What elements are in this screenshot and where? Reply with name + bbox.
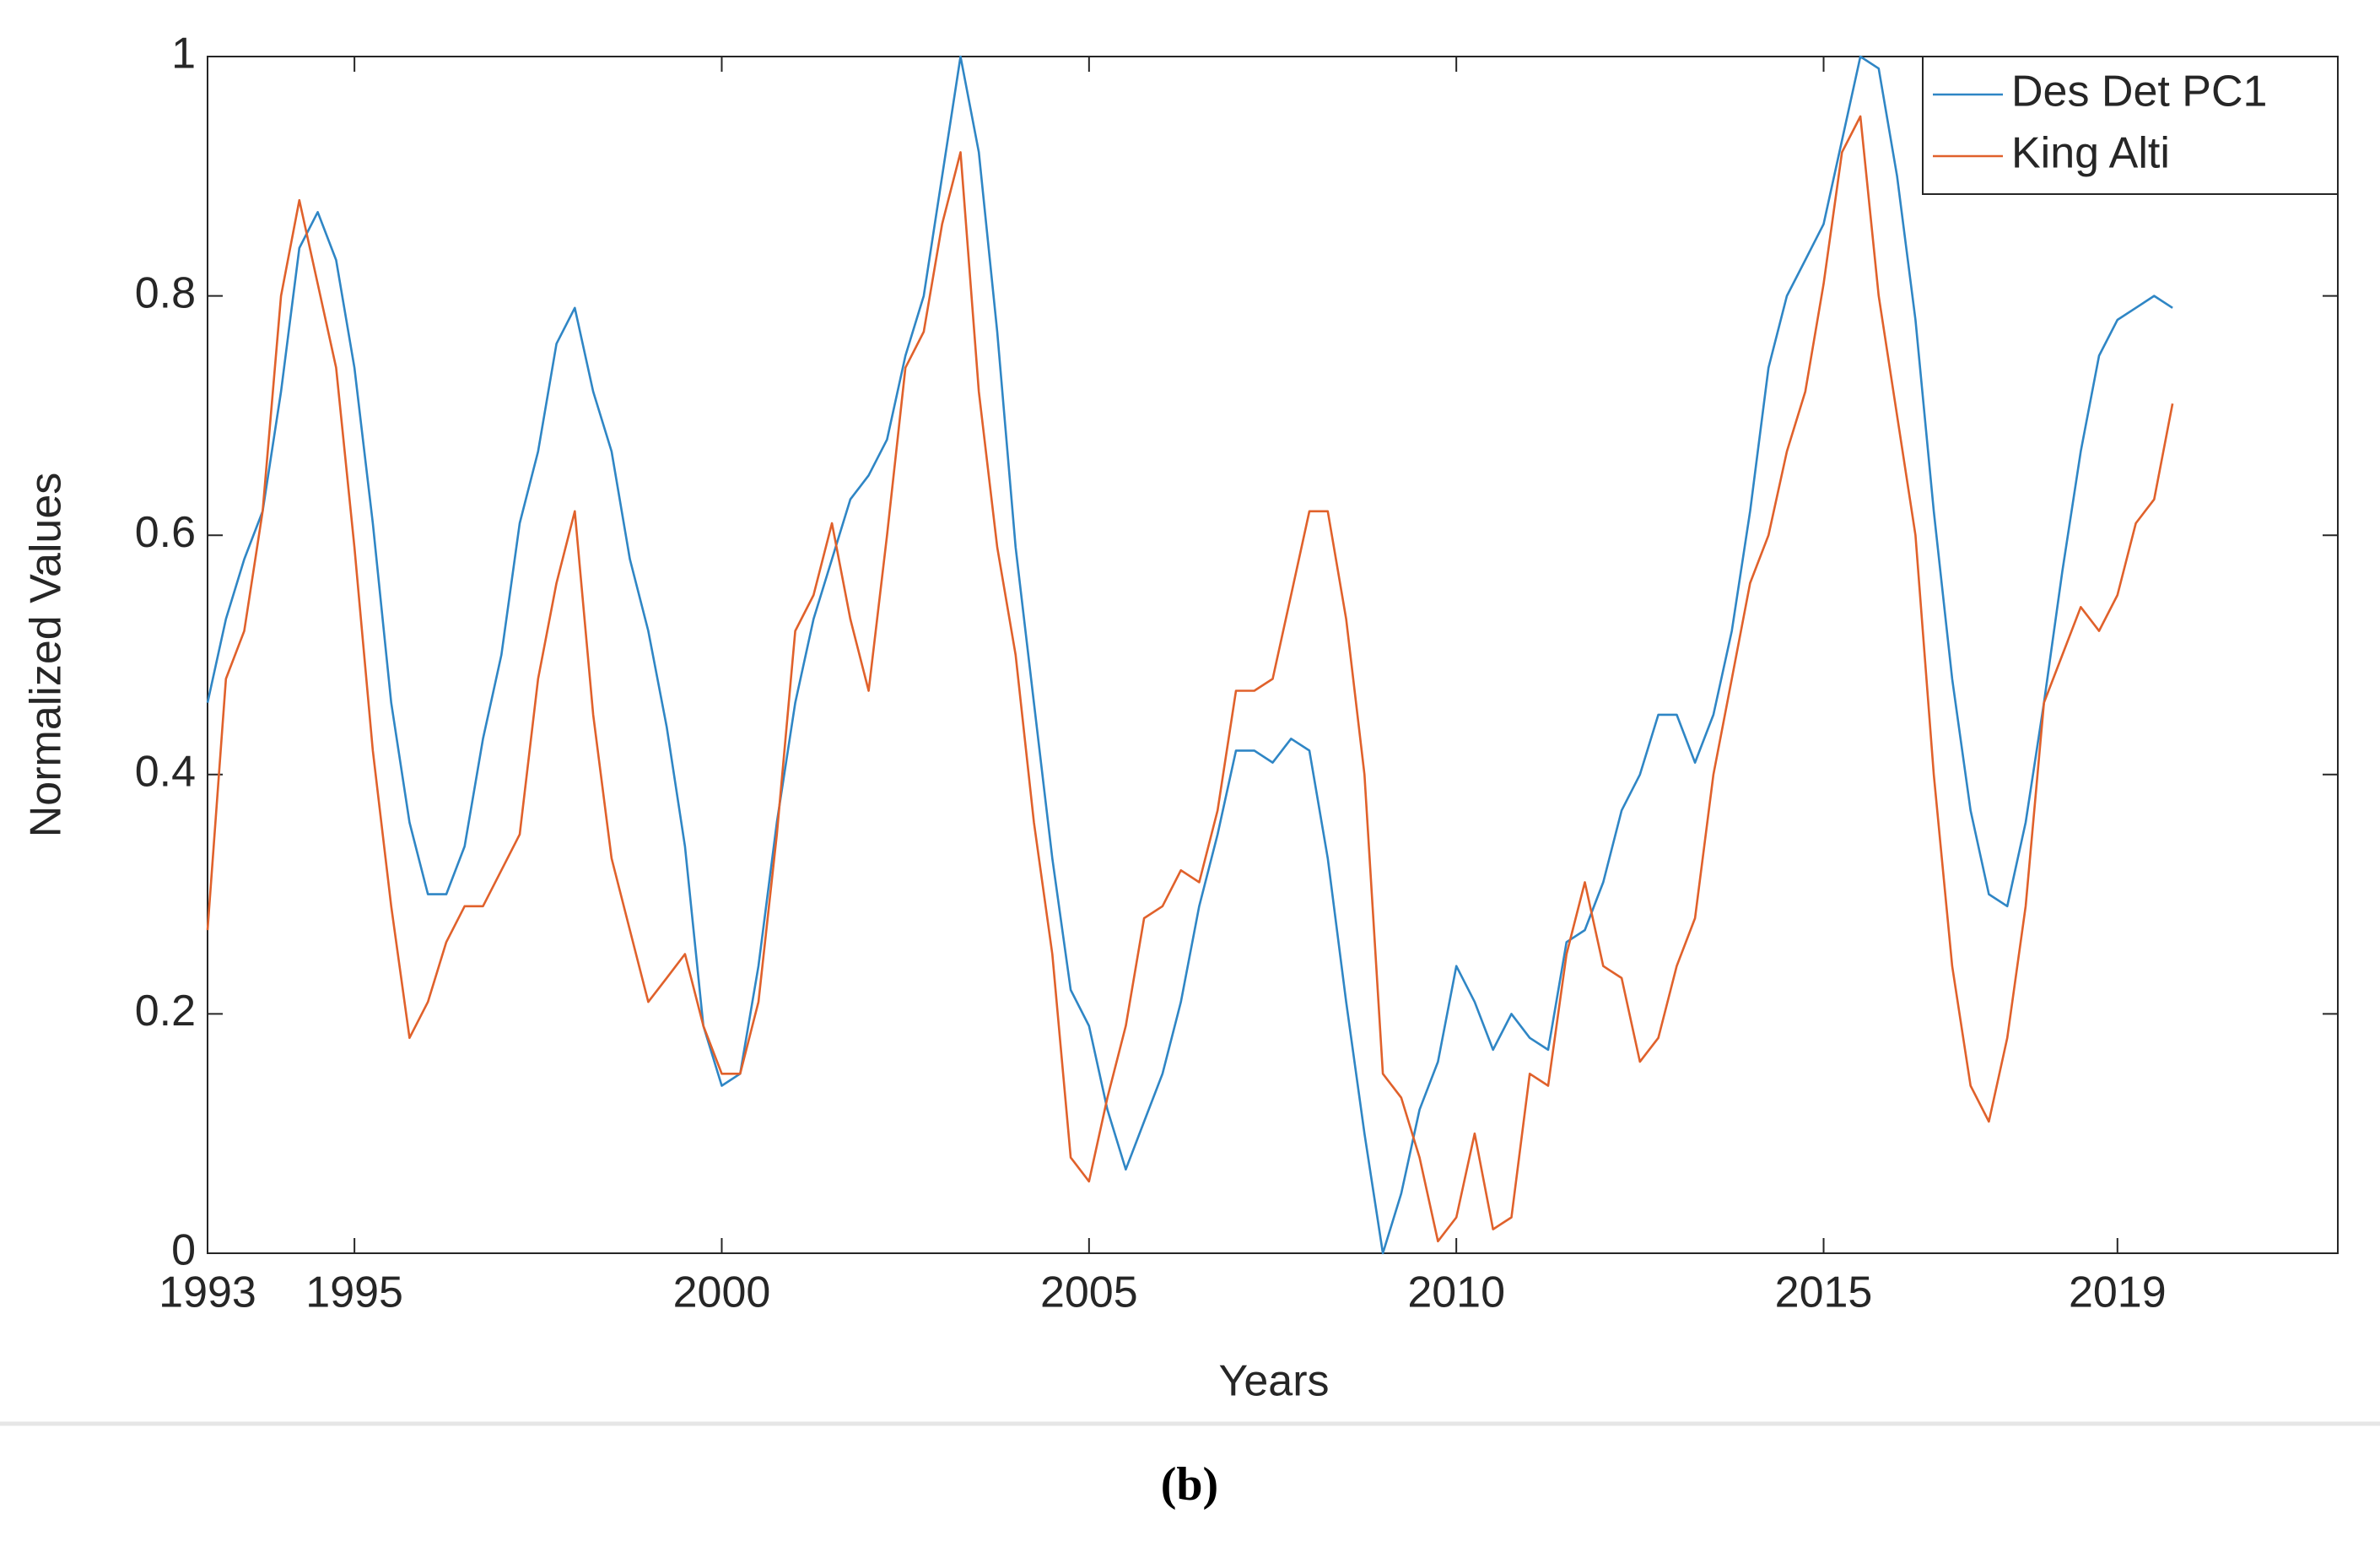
line-series [206,55,2173,1255]
y-tick-label: 0.6 [135,508,196,557]
caption: (b) [1161,1458,1218,1511]
x-axis-label: Years [1218,1357,1329,1406]
y-tick-label: 0.4 [135,748,196,797]
y-axis-label: Normalized Values [22,473,71,838]
x-tick-label: 2019 [2069,1268,2167,1317]
y-tick-label: 0 [171,1226,196,1275]
legend-label: King Alti [2011,129,2170,178]
y-tick-label: 1 [171,30,196,78]
y-tick-label: 0.2 [135,987,196,1036]
x-tick-label: 2005 [1040,1268,1138,1317]
legend-box [1922,56,2339,195]
x-tick-label: 2015 [1775,1268,1873,1317]
x-tick-label: 2000 [673,1268,771,1317]
x-tick-label: 1995 [305,1268,403,1317]
x-tick-label: 1993 [159,1268,256,1317]
y-tick-label: 0.8 [135,268,196,317]
axes-frame [207,56,2339,1254]
x-tick-label: 2010 [1407,1268,1505,1317]
legend-label: Des Det PC1 [2011,68,2267,116]
line-series [206,115,2174,1243]
